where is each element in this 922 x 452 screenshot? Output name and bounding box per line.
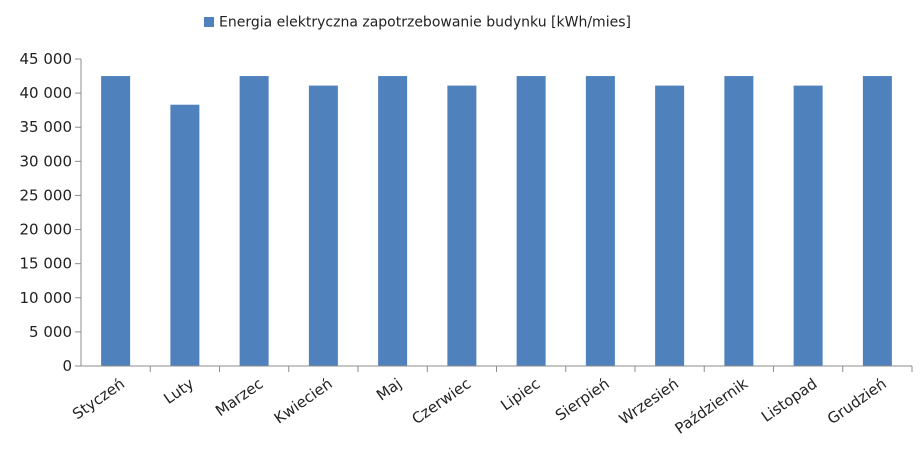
bar — [239, 76, 269, 367]
x-tick-label: Kwiecień — [271, 375, 336, 428]
y-tick-label: 45 000 — [20, 50, 73, 68]
x-tick-label: Październik — [672, 374, 752, 437]
x-tick-label: Marzec — [212, 375, 266, 421]
bar — [585, 76, 615, 367]
bar — [516, 76, 546, 367]
x-tick-label: Luty — [160, 374, 197, 407]
x-tick-label: Grudzień — [824, 375, 890, 429]
bar — [655, 85, 685, 367]
x-tick-label: Styczeń — [69, 375, 128, 424]
x-axis: Styczeń Luty Marzec Kwiecień Maj Czerwiec Lipi… — [69, 365, 913, 438]
bar — [862, 76, 892, 367]
x-tick-label: Lipiec — [497, 375, 543, 415]
bars — [101, 76, 892, 367]
bar — [793, 85, 823, 367]
bar — [308, 85, 338, 367]
bar — [170, 104, 200, 366]
bar — [378, 76, 408, 367]
y-tick-label: 25 000 — [20, 186, 73, 204]
y-tick-label: 30 000 — [20, 152, 73, 170]
bar — [447, 85, 477, 367]
legend: Energia elektryczna zapotrzebowanie budy… — [204, 15, 631, 31]
x-tick-label: Maj — [373, 375, 405, 405]
bar — [724, 76, 754, 367]
x-tick-label: Listopad — [758, 375, 820, 426]
y-tick-label: 20 000 — [20, 221, 73, 239]
y-tick-label: 15 000 — [20, 255, 73, 273]
legend-swatch — [204, 17, 214, 27]
y-tick-label: 35 000 — [20, 118, 73, 136]
y-tick-label: 40 000 — [20, 84, 73, 102]
y-tick-label: 10 000 — [20, 289, 73, 307]
x-tick-label: Sierpień — [552, 375, 613, 425]
y-axis: 0 5 000 10 000 15 000 20 000 25 000 30 000 35 0… — [20, 50, 82, 375]
y-tick-label: 0 — [62, 357, 72, 375]
x-tick-label: Wrzesień — [616, 375, 682, 429]
x-tick-label: Czerwiec — [408, 375, 474, 429]
y-tick-label: 5 000 — [29, 323, 72, 341]
legend-label: Energia elektryczna zapotrzebowanie budy… — [219, 15, 631, 31]
bar — [101, 76, 131, 367]
